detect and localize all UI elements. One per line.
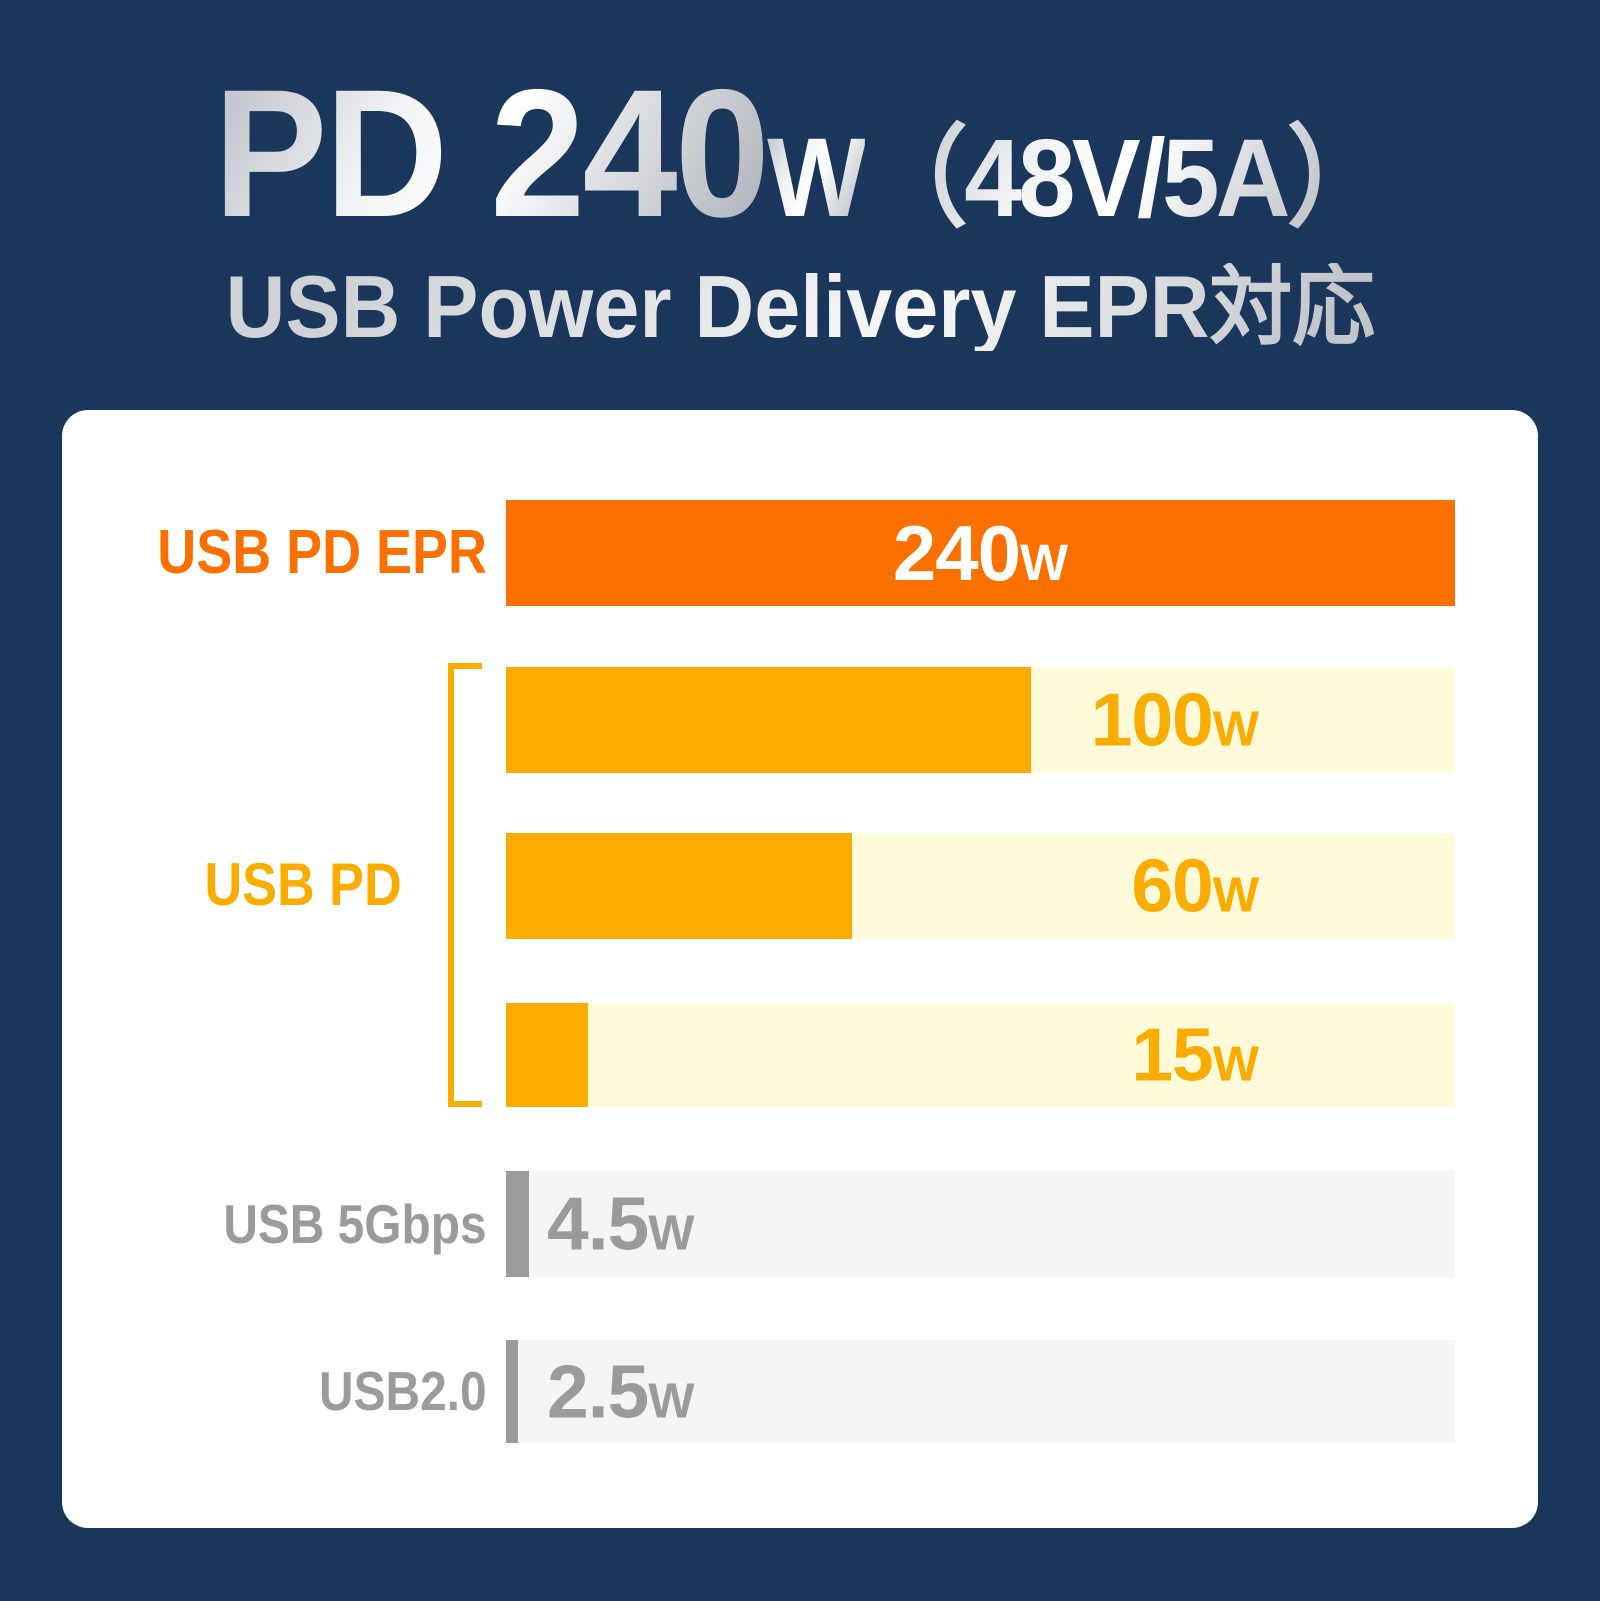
bar-value-60w: 60W: [1131, 843, 1259, 928]
title-voltage-detail: （48V/5A）: [864, 117, 1390, 240]
title-watt-unit: W: [767, 115, 866, 240]
page-title: PD 240W（48V/5A）: [0, 62, 1600, 244]
bar-track-100w: 100W: [506, 667, 1455, 773]
bar-value-2-5w: 2.5W: [547, 1349, 695, 1433]
bar-row-usb-2-0: USB2.0 2.5W: [62, 1340, 1538, 1443]
title-main-text: PD 240: [213, 51, 771, 255]
bar-fill-4-5w: [506, 1171, 529, 1277]
bar-track-2-5w: 2.5W: [506, 1340, 1455, 1443]
bar-value-240w: 240W: [892, 509, 1069, 597]
bar-row-usb-pd-epr: USB PD EPR 240W: [62, 500, 1538, 606]
bar-track-60w: 60W: [506, 833, 1455, 939]
bar-row-usb-5gbps: USB 5Gbps 4.5W: [62, 1171, 1538, 1277]
bar-row-usb-pd-60w: 60W: [62, 833, 1538, 939]
usb-pd-group-label: USB PD: [204, 851, 402, 918]
bar-track-15w: 15W: [506, 1003, 1455, 1107]
bar-fill-2-5w: [506, 1340, 518, 1443]
row-label-usb-5gbps: USB 5Gbps: [223, 1192, 487, 1255]
bar-track-4-5w: 4.5W: [506, 1171, 1455, 1277]
bar-fill-15w: [506, 1003, 588, 1107]
bar-value-100w: 100W: [1090, 677, 1259, 762]
bar-value-15w: 15W: [1131, 1012, 1259, 1097]
bar-row-usb-pd-15w: 15W: [62, 1003, 1538, 1107]
bar-fill-60w: [506, 833, 852, 939]
usb-pd-group-bracket: [448, 663, 482, 1107]
bar-usb-pd-epr: 240W: [506, 500, 1455, 606]
row-label-usb-2-0: USB2.0: [319, 1360, 487, 1422]
bar-fill-100w: [506, 667, 1031, 773]
bar-row-usb-pd-100w: 100W: [62, 667, 1538, 773]
chart-card: USB PD EPR 240W USB PD 100W: [62, 410, 1538, 1528]
page-subtitle: USB Power Delivery EPR対応: [225, 257, 1375, 356]
bar-value-4-5w: 4.5W: [547, 1181, 695, 1266]
row-label-usb-pd-epr: USB PD EPR: [157, 518, 487, 587]
